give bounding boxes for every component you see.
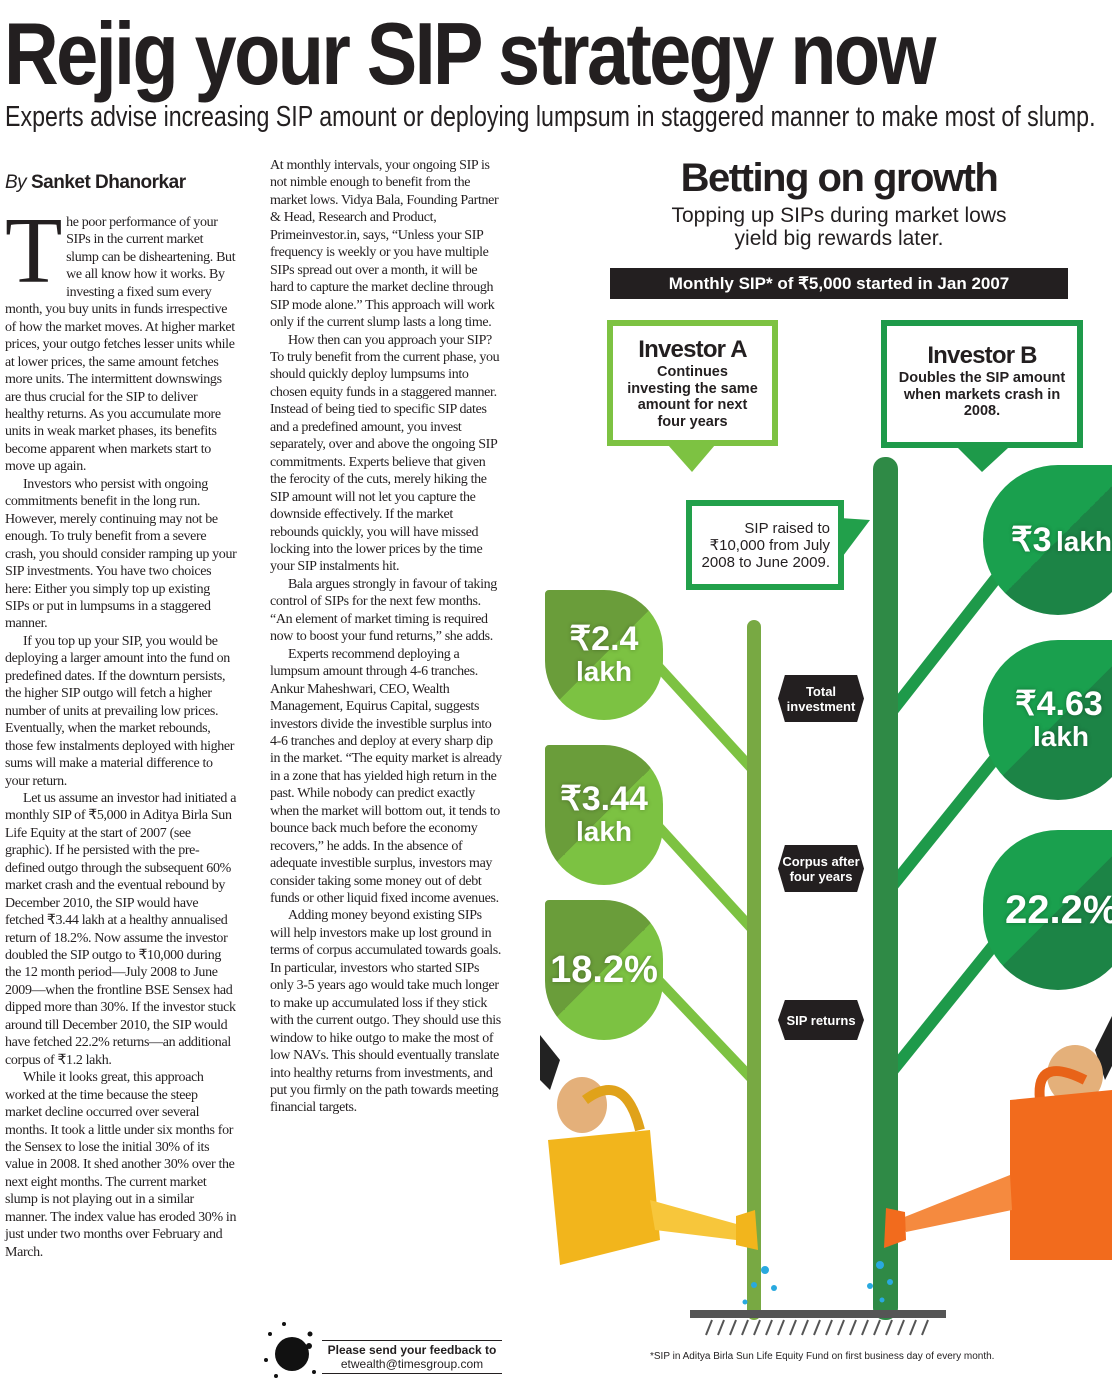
paragraph: While it looks great, this approach work… [5, 1070, 237, 1260]
paragraph: Let us assume an investor had initiated … [5, 790, 237, 1068]
investor-a-desc: Continues investing the same amount for … [627, 364, 758, 430]
byline-prefix: By [5, 172, 27, 193]
paragraph: Bala argues strongly in favour of taking… [270, 576, 497, 645]
paragraph: How then can you approach your SIP? To t… [270, 332, 500, 575]
drop-cap: T [5, 199, 63, 303]
stem-investor-b [873, 457, 898, 1320]
graphic-header-bar: Monthly SIP* of ₹5,000 started in Jan 20… [610, 268, 1068, 299]
watering-can-a [540, 1035, 777, 1305]
paragraph: Investors who persist with ongoing commi… [5, 476, 237, 632]
ink-splat-icon [264, 1322, 316, 1378]
stem-investor-a [747, 620, 761, 1320]
investor-a-name: Investor A [638, 336, 747, 363]
leaf-b-total-investment: ₹3 lakh [983, 465, 1112, 615]
article-column-2: At monthly intervals, your ongoing SIP i… [270, 157, 502, 1117]
feedback-email[interactable]: etwealth@timesgroup.com [340, 1357, 484, 1371]
leaf-a-corpus: ₹3.44 lakh [545, 745, 663, 885]
graphic-title: Betting on growth [680, 156, 999, 200]
watering-can-b [867, 1016, 1112, 1303]
paragraph: Experts recommend deploying a lumpsum am… [270, 646, 502, 907]
leaf-b-returns: 22.2% [983, 830, 1112, 990]
investor-a-box: Investor A Continues investing the same … [607, 320, 778, 446]
ground-hatch [705, 1319, 929, 1336]
leaf-a-total-investment: ₹2.4 lakh [545, 590, 663, 720]
investor-b-box: Investor B Doubles the SIP amount when m… [881, 320, 1083, 448]
growth-illustration [540, 445, 1112, 1336]
headline: Rejig your SIP strategy now [4, 4, 936, 103]
graphic-footnote: *SIP in Aditya Birla Sun Life Equity Fun… [650, 1351, 995, 1362]
investor-b-desc: Doubles the SIP amount when markets cras… [898, 370, 1066, 419]
ground [690, 1310, 946, 1318]
box-b-pointer [958, 448, 1008, 472]
feedback-box: Please send your feedback to etwealth@ti… [262, 1320, 502, 1380]
sip-box-pointer [840, 518, 870, 560]
graphic-subtitle: Topping up SIPs during market lows yield … [671, 204, 1007, 250]
standfirst: Experts advise increasing SIP amount or … [5, 101, 1096, 133]
paragraph: Adding money beyond existing SIPs will h… [270, 908, 502, 1116]
sip-raised-box: SIP raised to ₹10,000 from July 2008 to … [686, 500, 844, 590]
byline-author: Sanket Dhanorkar [30, 172, 186, 193]
leaf-a-returns: 18.2% [545, 900, 663, 1040]
label-corpus: Corpus after four years [778, 845, 864, 892]
label-sip-returns: SIP returns [778, 1000, 864, 1040]
box-a-pointer [668, 445, 715, 472]
investor-b-name: Investor B [927, 342, 1037, 369]
label-total-investment: Total investment [778, 675, 864, 722]
paragraph: At monthly intervals, your ongoing SIP i… [270, 158, 499, 331]
feedback-label: Please send your feedback to [327, 1343, 497, 1357]
paragraph: If you top up your SIP, you would be dep… [5, 633, 235, 789]
leaf-b-corpus: ₹4.63 lakh [983, 640, 1112, 800]
byline: By Sanket Dhanorkar [5, 170, 237, 198]
